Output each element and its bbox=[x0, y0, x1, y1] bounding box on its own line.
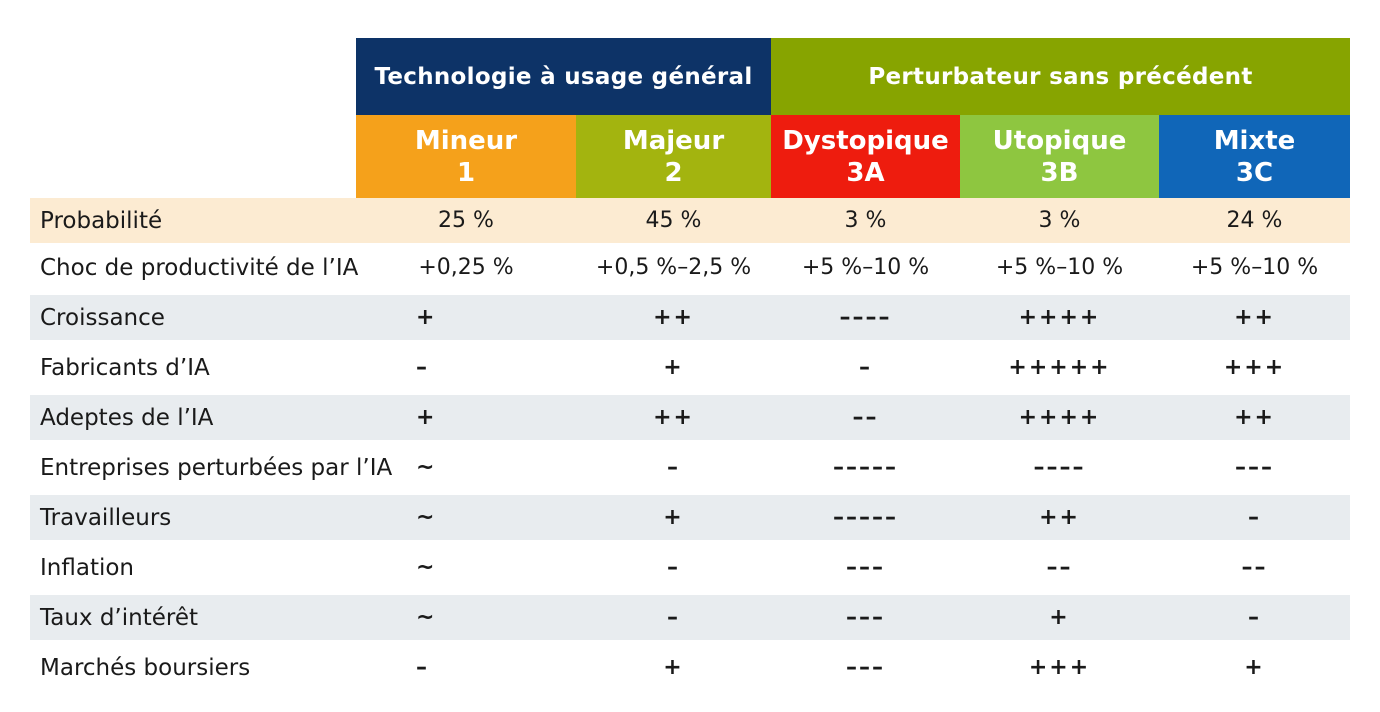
table-cell: +++ bbox=[1028, 655, 1091, 680]
table-cell: ~ bbox=[416, 605, 437, 630]
table-cell: – bbox=[859, 355, 872, 380]
table-cell: + bbox=[663, 355, 684, 380]
row-label: Croissance bbox=[40, 304, 165, 331]
table-row: Taux d’intérêt ~ – ––– + – bbox=[30, 595, 1350, 640]
table-cell: ~ bbox=[416, 555, 437, 580]
row-label: Taux d’intérêt bbox=[40, 604, 199, 631]
table-cell: ++ bbox=[1234, 305, 1275, 330]
scenario-header-utopian: Utopique 3B bbox=[960, 115, 1159, 198]
row-label: Entreprises perturbées par l’IA bbox=[40, 454, 393, 481]
table-cell: ––– bbox=[846, 655, 885, 680]
table-cell: ++ bbox=[653, 305, 694, 330]
table-cell: ++++ bbox=[1018, 405, 1101, 430]
scenario-code: 3C bbox=[1235, 157, 1274, 188]
table-row: Marchés boursiers – + ––– +++ + bbox=[30, 645, 1350, 690]
table-row: Inflation ~ – ––– –– –– bbox=[30, 545, 1350, 590]
row-label: Inflation bbox=[40, 554, 134, 581]
row-label: Fabricants d’IA bbox=[40, 354, 210, 381]
table-cell: 24 % bbox=[1226, 208, 1283, 233]
scenario-header-mixed: Mixte 3C bbox=[1159, 115, 1350, 198]
scenario-header-row: Mineur 1 Majeur 2 Dystopique 3A Utopique… bbox=[30, 115, 1350, 198]
table-cell: + bbox=[663, 505, 684, 530]
table-cell: +5 %–10 % bbox=[995, 255, 1124, 280]
table-cell: – bbox=[667, 555, 680, 580]
table-cell: – bbox=[1248, 505, 1261, 530]
scenario-name: Dystopique bbox=[782, 125, 949, 156]
table-cell: ~ bbox=[416, 505, 437, 530]
row-label: Probabilité bbox=[40, 207, 163, 234]
scenario-header-major: Majeur 2 bbox=[576, 115, 771, 198]
scenario-name: Utopique bbox=[992, 125, 1127, 156]
scenario-header-minor: Mineur 1 bbox=[356, 115, 576, 198]
table-cell: –– bbox=[1046, 555, 1073, 580]
group-header-row: Technologie à usage général Perturbateur… bbox=[30, 38, 1350, 115]
table-cell: –– bbox=[852, 405, 879, 430]
table-row: Travailleurs ~ + ––––– ++ – bbox=[30, 495, 1350, 540]
row-label: Adeptes de l’IA bbox=[40, 404, 214, 431]
scenario-header-dystopian: Dystopique 3A bbox=[771, 115, 960, 198]
table-cell: 25 % bbox=[438, 208, 494, 233]
table-cell: ––– bbox=[846, 605, 885, 630]
scenario-code: 3A bbox=[846, 157, 885, 188]
table-cell: +++ bbox=[1223, 355, 1286, 380]
scenario-code: 2 bbox=[664, 157, 683, 188]
table-cell: ––– bbox=[846, 555, 885, 580]
scenario-name: Majeur bbox=[622, 125, 725, 156]
row-label: Marchés boursiers bbox=[40, 654, 251, 681]
table-cell: ~ bbox=[416, 455, 437, 480]
table-cell: ++ bbox=[653, 405, 694, 430]
table-cell: ––––– bbox=[833, 505, 898, 530]
table-cell: 3 % bbox=[844, 208, 887, 233]
table-cell: 45 % bbox=[645, 208, 702, 233]
table-cell: +5 %–10 % bbox=[1190, 255, 1319, 280]
table-cell: + bbox=[416, 305, 437, 330]
scenario-name: Mixte bbox=[1213, 125, 1296, 156]
table-cell: +++++ bbox=[1008, 355, 1111, 380]
table-cell: – bbox=[667, 605, 680, 630]
table-row: Croissance + ++ –––– ++++ ++ bbox=[30, 295, 1350, 340]
table-row: Probabilité 25 % 45 % 3 % 3 % 24 % bbox=[30, 198, 1350, 243]
table-cell: + bbox=[1244, 655, 1265, 680]
table-cell: – bbox=[1248, 605, 1261, 630]
table-row: Entreprises perturbées par l’IA ~ – ––––… bbox=[30, 445, 1350, 490]
scenario-name: Mineur bbox=[414, 125, 518, 156]
row-label: Travailleurs bbox=[40, 504, 172, 531]
table-cell: –– bbox=[1241, 555, 1268, 580]
table-cell: 3 % bbox=[1038, 208, 1081, 233]
group-disruptor-header: Perturbateur sans précédent bbox=[771, 38, 1350, 115]
table-cell: –––– bbox=[1033, 455, 1086, 480]
table-row: Fabricants d’IA – + – +++++ +++ bbox=[30, 345, 1350, 390]
table-cell: –––– bbox=[839, 305, 892, 330]
table-cell: – bbox=[416, 655, 429, 680]
table-cell: – bbox=[667, 455, 680, 480]
table-row: Adeptes de l’IA + ++ –– ++++ ++ bbox=[30, 395, 1350, 440]
table-cell: ––––– bbox=[833, 455, 898, 480]
table-cell: + bbox=[1049, 605, 1070, 630]
table-cell: + bbox=[416, 405, 437, 430]
scenario-code: 1 bbox=[456, 157, 476, 188]
table-cell: ++ bbox=[1234, 405, 1275, 430]
table-cell: – bbox=[416, 355, 429, 380]
table-cell: ++ bbox=[1039, 505, 1080, 530]
table-row: Choc de productivité de l’IA +0,25 % +0,… bbox=[30, 245, 1350, 290]
table-cell: ++++ bbox=[1018, 305, 1101, 330]
table-cell: +0,5 %–2,5 % bbox=[595, 255, 752, 280]
row-label: Choc de productivité de l’IA bbox=[40, 254, 359, 281]
table-cell: +5 %–10 % bbox=[801, 255, 930, 280]
table-cell: + bbox=[663, 655, 684, 680]
group-general-purpose-header: Technologie à usage général bbox=[356, 38, 771, 115]
table-cell: ––– bbox=[1235, 455, 1274, 480]
scenario-code: 3B bbox=[1040, 157, 1079, 188]
table-cell: +0,25 % bbox=[418, 255, 514, 280]
